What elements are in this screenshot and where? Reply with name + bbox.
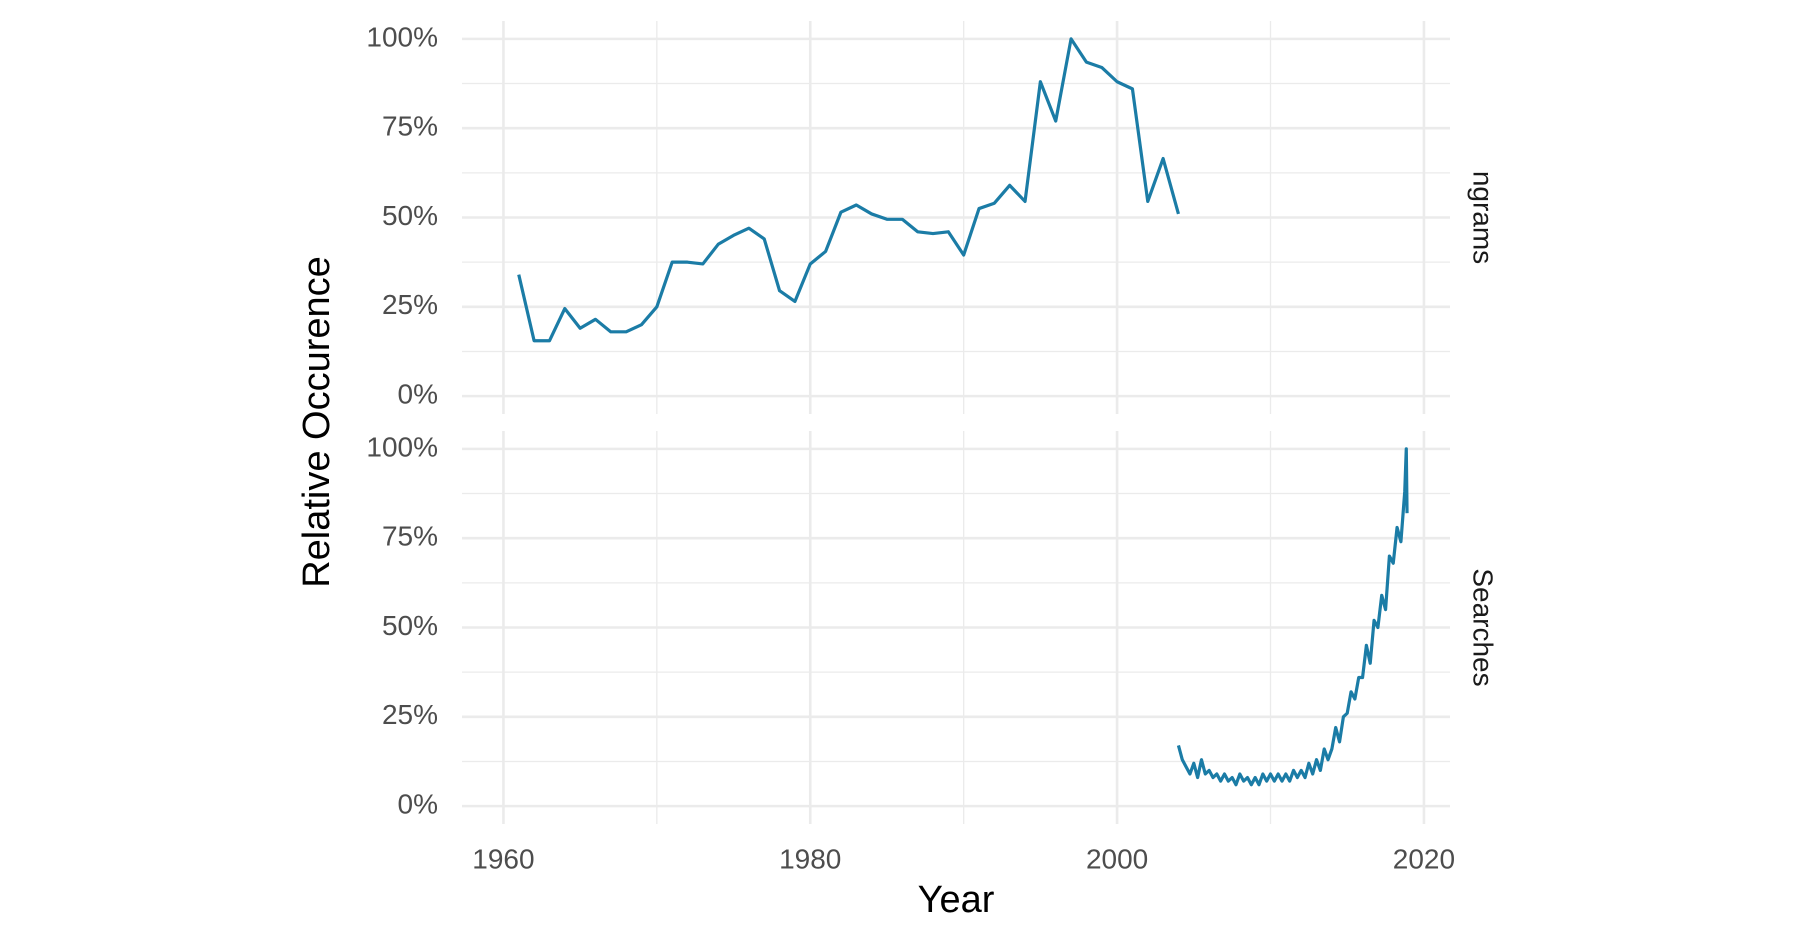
x-tick-label: 2020 bbox=[1393, 843, 1455, 874]
x-tick-label: 1980 bbox=[779, 843, 841, 874]
y-tick-label: 0% bbox=[398, 789, 438, 820]
y-axis-title: Relative Occurence bbox=[296, 256, 338, 588]
facet-label: ngrams bbox=[1468, 171, 1499, 264]
y-tick-label: 0% bbox=[398, 379, 438, 410]
y-tick-label: 100% bbox=[366, 431, 438, 462]
facet-label: Searches bbox=[1468, 568, 1499, 686]
y-tick-label: 50% bbox=[382, 200, 438, 231]
x-axis-title: Year bbox=[918, 879, 995, 921]
y-tick-label: 75% bbox=[382, 521, 438, 552]
data-line bbox=[517, 37, 1180, 343]
y-tick-label: 75% bbox=[382, 111, 438, 142]
y-tick-label: 25% bbox=[382, 699, 438, 730]
y-tick-label: 25% bbox=[382, 289, 438, 320]
x-tick-label: 1960 bbox=[472, 843, 534, 874]
data-line bbox=[1176, 447, 1409, 787]
x-tick-label: 2000 bbox=[1086, 843, 1148, 874]
y-tick-label: 50% bbox=[382, 610, 438, 641]
y-tick-label: 100% bbox=[366, 21, 438, 52]
